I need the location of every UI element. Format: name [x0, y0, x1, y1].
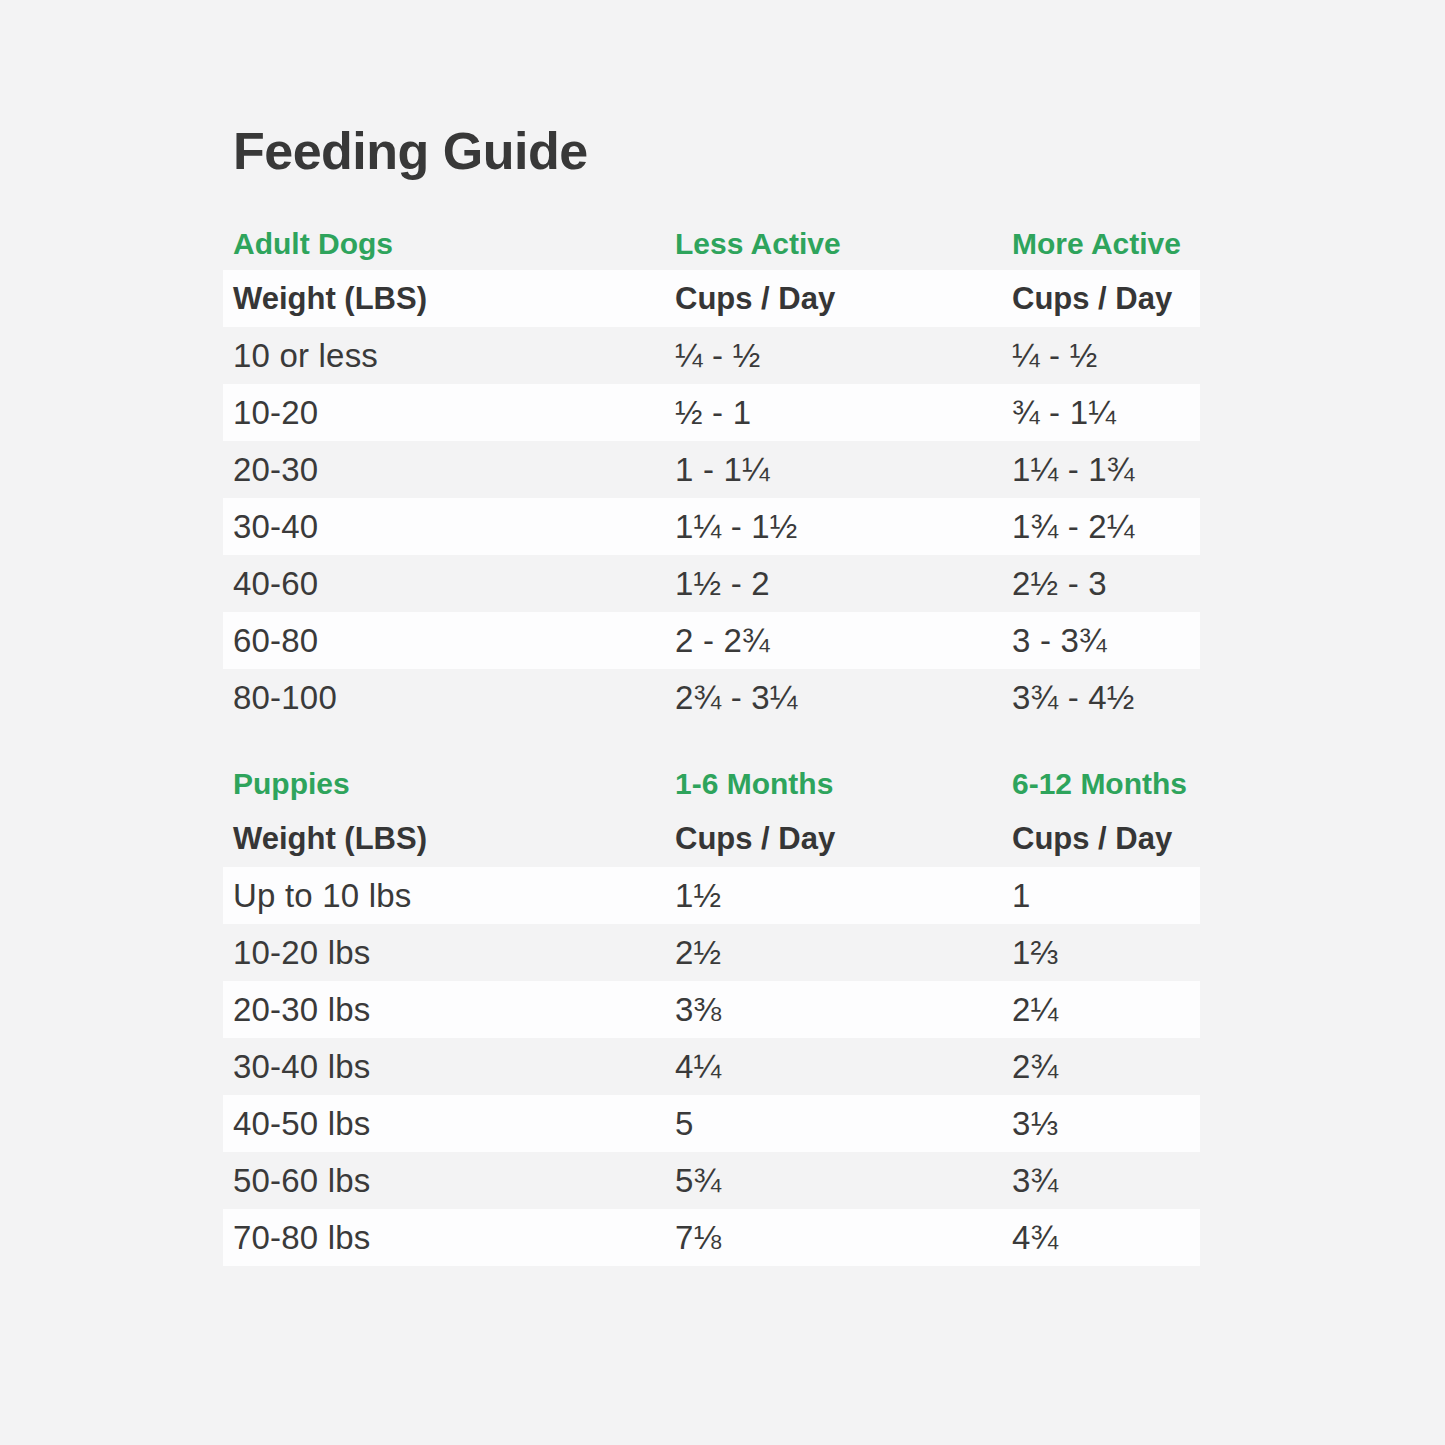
- table-row: 40-60 1½ - 2 2½ - 3: [223, 555, 1200, 612]
- header-weight: Weight (LBS): [233, 283, 675, 314]
- cell-cups-less-active: 1¼ - 1½: [675, 510, 1012, 543]
- cell-weight: 40-60: [233, 567, 675, 600]
- table-row: Up to 10 lbs 1½ 1: [223, 867, 1200, 924]
- cell-cups-more-active: ¼ - ½: [1012, 339, 1200, 372]
- cell-cups-less-active: 1½ - 2: [675, 567, 1012, 600]
- column-label-more-active: More Active: [1012, 229, 1200, 259]
- header-cups-6-12-months: Cups / Day: [1012, 823, 1200, 854]
- table-row: 40-50 lbs 5 3⅓: [223, 1095, 1200, 1152]
- cell-weight: Up to 10 lbs: [233, 879, 675, 912]
- header-cups-1-6-months: Cups / Day: [675, 823, 1012, 854]
- cell-cups-more-active: 2½ - 3: [1012, 567, 1200, 600]
- table-row: 10-20 lbs 2½ 1⅔: [223, 924, 1200, 981]
- cell-weight: 70-80 lbs: [233, 1221, 675, 1254]
- table-row: 80-100 2¾ - 3¼ 3¾ - 4½: [223, 669, 1200, 726]
- cell-cups-1-6-months: 1½: [675, 879, 1012, 912]
- cell-cups-more-active: 1¼ - 1¾: [1012, 453, 1200, 486]
- cell-cups-1-6-months: 5: [675, 1107, 1012, 1140]
- cell-cups-less-active: 2¾ - 3¼: [675, 681, 1012, 714]
- cell-weight: 10 or less: [233, 339, 675, 372]
- table-row: 30-40 lbs 4¼ 2¾: [223, 1038, 1200, 1095]
- page-title: Feeding Guide: [233, 122, 1445, 182]
- feeding-guide-page: Feeding Guide Adult Dogs Less Active Mor…: [0, 0, 1445, 1266]
- cell-cups-6-12-months: 2¼: [1012, 993, 1200, 1026]
- table-row: 60-80 2 - 2¾ 3 - 3¾: [223, 612, 1200, 669]
- table-row: 20-30 lbs 3⅜ 2¼: [223, 981, 1200, 1038]
- cell-weight: 50-60 lbs: [233, 1164, 675, 1197]
- cell-cups-more-active: 3 - 3¾: [1012, 624, 1200, 657]
- adult-dogs-header-row: Weight (LBS) Cups / Day Cups / Day: [223, 270, 1200, 327]
- cell-cups-more-active: 3¾ - 4½: [1012, 681, 1200, 714]
- cell-cups-6-12-months: 4¾: [1012, 1221, 1200, 1254]
- cell-cups-1-6-months: 4¼: [675, 1050, 1012, 1083]
- cell-cups-less-active: ½ - 1: [675, 396, 1012, 429]
- puppies-table: Puppies 1-6 Months 6-12 Months Weight (L…: [223, 766, 1200, 1266]
- cell-weight: 60-80: [233, 624, 675, 657]
- table-row: 10 or less ¼ - ½ ¼ - ½: [223, 327, 1200, 384]
- puppies-header-row: Weight (LBS) Cups / Day Cups / Day: [223, 810, 1200, 867]
- column-label-6-12-months: 6-12 Months: [1012, 769, 1200, 799]
- cell-cups-6-12-months: 2¾: [1012, 1050, 1200, 1083]
- header-weight: Weight (LBS): [233, 823, 675, 854]
- column-label-less-active: Less Active: [675, 229, 1012, 259]
- table-row: 10-20 ½ - 1 ¾ - 1¼: [223, 384, 1200, 441]
- header-cups-more-active: Cups / Day: [1012, 283, 1200, 314]
- table-row: 20-30 1 - 1¼ 1¼ - 1¾: [223, 441, 1200, 498]
- cell-weight: 40-50 lbs: [233, 1107, 675, 1140]
- header-cups-less-active: Cups / Day: [675, 283, 1012, 314]
- group-label-puppies: Puppies: [233, 769, 675, 799]
- cell-weight: 20-30: [233, 453, 675, 486]
- cell-weight: 20-30 lbs: [233, 993, 675, 1026]
- cell-weight: 30-40: [233, 510, 675, 543]
- cell-cups-1-6-months: 7⅛: [675, 1221, 1012, 1254]
- table-row: 30-40 1¼ - 1½ 1¾ - 2¼: [223, 498, 1200, 555]
- group-label-adult-dogs: Adult Dogs: [233, 229, 675, 259]
- column-label-1-6-months: 1-6 Months: [675, 769, 1012, 799]
- cell-weight: 30-40 lbs: [233, 1050, 675, 1083]
- cell-cups-less-active: ¼ - ½: [675, 339, 1012, 372]
- adult-dogs-section-labels: Adult Dogs Less Active More Active: [223, 226, 1200, 262]
- cell-cups-6-12-months: 1⅔: [1012, 936, 1200, 969]
- cell-cups-6-12-months: 3⅓: [1012, 1107, 1200, 1140]
- puppies-section-labels: Puppies 1-6 Months 6-12 Months: [223, 766, 1200, 802]
- cell-cups-1-6-months: 2½: [675, 936, 1012, 969]
- cell-cups-less-active: 2 - 2¾: [675, 624, 1012, 657]
- cell-weight: 10-20 lbs: [233, 936, 675, 969]
- table-row: 70-80 lbs 7⅛ 4¾: [223, 1209, 1200, 1266]
- cell-cups-more-active: 1¾ - 2¼: [1012, 510, 1200, 543]
- table-row: 50-60 lbs 5¾ 3¾: [223, 1152, 1200, 1209]
- cell-cups-6-12-months: 1: [1012, 879, 1200, 912]
- adult-dogs-table: Adult Dogs Less Active More Active Weigh…: [223, 226, 1200, 726]
- cell-cups-less-active: 1 - 1¼: [675, 453, 1012, 486]
- cell-cups-more-active: ¾ - 1¼: [1012, 396, 1200, 429]
- cell-cups-1-6-months: 5¾: [675, 1164, 1012, 1197]
- cell-cups-6-12-months: 3¾: [1012, 1164, 1200, 1197]
- cell-weight: 10-20: [233, 396, 675, 429]
- cell-weight: 80-100: [233, 681, 675, 714]
- cell-cups-1-6-months: 3⅜: [675, 993, 1012, 1026]
